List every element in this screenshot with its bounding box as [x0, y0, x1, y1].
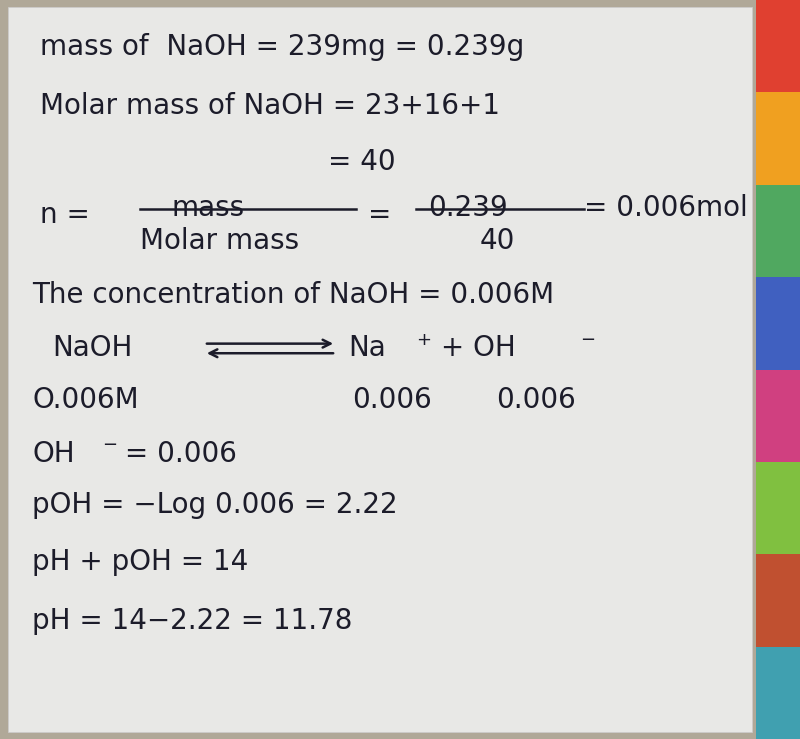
- Text: mass of  NaOH = 239mg = 0.239g: mass of NaOH = 239mg = 0.239g: [40, 33, 524, 61]
- Text: −: −: [102, 436, 118, 454]
- Text: = 0.006: = 0.006: [116, 440, 237, 468]
- Text: Na: Na: [348, 334, 386, 362]
- Text: NaOH: NaOH: [52, 334, 132, 362]
- FancyBboxPatch shape: [756, 0, 800, 92]
- Text: Molar mass of NaOH = 23+16+1: Molar mass of NaOH = 23+16+1: [40, 92, 500, 120]
- Text: =: =: [368, 201, 391, 229]
- Text: O.006M: O.006M: [32, 386, 138, 414]
- FancyBboxPatch shape: [756, 462, 800, 554]
- FancyBboxPatch shape: [756, 277, 800, 370]
- Text: 40: 40: [480, 227, 515, 255]
- Text: 0.006: 0.006: [352, 386, 432, 414]
- Text: = 0.006mol: = 0.006mol: [584, 194, 748, 222]
- FancyBboxPatch shape: [756, 92, 800, 185]
- FancyBboxPatch shape: [756, 647, 800, 739]
- Text: Molar mass: Molar mass: [140, 227, 299, 255]
- Text: = 40: = 40: [328, 148, 396, 176]
- FancyBboxPatch shape: [8, 7, 752, 732]
- FancyBboxPatch shape: [756, 370, 800, 462]
- Text: The concentration of NaOH = 0.006M: The concentration of NaOH = 0.006M: [32, 281, 554, 309]
- Text: mass: mass: [172, 194, 245, 222]
- Text: pOH = −Log 0.006 = 2.22: pOH = −Log 0.006 = 2.22: [32, 491, 398, 520]
- FancyBboxPatch shape: [756, 554, 800, 647]
- Text: +: +: [416, 331, 431, 349]
- FancyBboxPatch shape: [756, 185, 800, 277]
- Text: pH = 14−2.22 = 11.78: pH = 14−2.22 = 11.78: [32, 607, 352, 636]
- Text: 0.239: 0.239: [428, 194, 508, 222]
- Text: pH + pOH = 14: pH + pOH = 14: [32, 548, 248, 576]
- Text: 0.006: 0.006: [496, 386, 576, 414]
- Text: + OH: + OH: [432, 334, 516, 362]
- Text: n =: n =: [40, 201, 90, 229]
- Text: OH: OH: [32, 440, 74, 468]
- Text: −: −: [580, 331, 595, 349]
